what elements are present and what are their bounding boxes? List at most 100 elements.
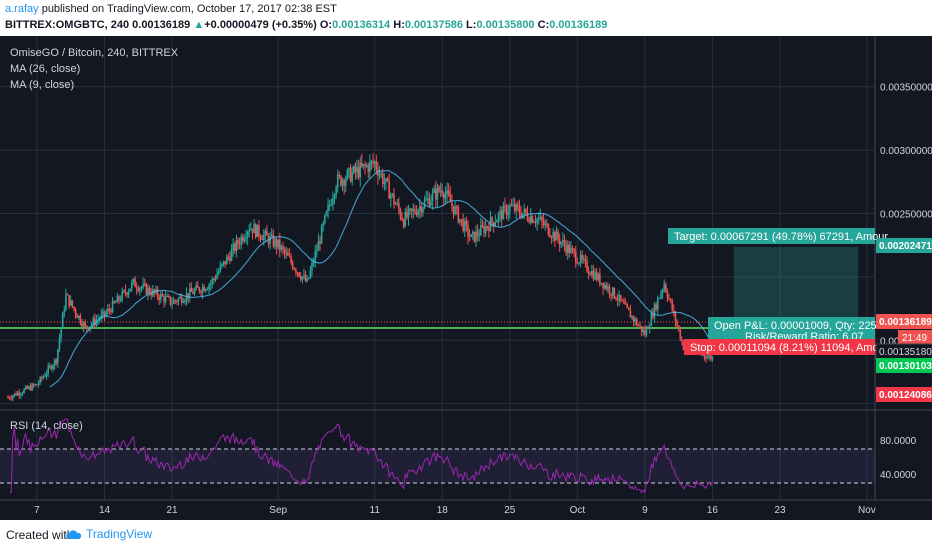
candle-body bbox=[240, 236, 243, 245]
candle-body bbox=[433, 189, 436, 193]
candle-body bbox=[137, 288, 140, 291]
chart-canvas[interactable]: 0.003500000.003000000.002500000.00150000… bbox=[0, 36, 932, 520]
candle-body bbox=[44, 375, 46, 377]
candle-body bbox=[681, 339, 683, 342]
candle-body bbox=[568, 244, 571, 254]
candle-body bbox=[171, 303, 173, 305]
grid-lines bbox=[0, 36, 875, 500]
candle-body bbox=[190, 288, 193, 292]
green-price-text: 0.00130103 bbox=[879, 361, 932, 372]
candle-body bbox=[127, 291, 130, 295]
candle-body bbox=[53, 359, 56, 366]
candle-body bbox=[613, 287, 616, 298]
candle-body bbox=[132, 278, 135, 283]
candle-body bbox=[362, 164, 365, 167]
candle-body bbox=[37, 383, 40, 385]
created-with-text: Created with bbox=[6, 528, 74, 542]
candle-body bbox=[314, 251, 316, 263]
candle-body bbox=[214, 278, 217, 280]
candle-body bbox=[131, 282, 133, 289]
candle-body bbox=[221, 263, 223, 266]
candle-body bbox=[7, 397, 9, 399]
candle-body bbox=[645, 327, 648, 336]
candle-body bbox=[301, 276, 304, 280]
candle-body bbox=[562, 240, 564, 243]
candle-body bbox=[420, 206, 423, 213]
ma9-legend[interactable]: MA (9, close) bbox=[10, 79, 74, 91]
candle-body bbox=[262, 234, 265, 241]
candle-body bbox=[161, 294, 164, 297]
target-zone[interactable] bbox=[734, 247, 858, 320]
candle-body bbox=[407, 208, 410, 218]
candle-body bbox=[343, 180, 345, 186]
candle-body bbox=[512, 204, 514, 206]
candle-body bbox=[520, 213, 522, 218]
stop-price-badge bbox=[876, 387, 932, 402]
candle-body bbox=[410, 208, 413, 211]
candle-body bbox=[344, 179, 347, 186]
candle-body bbox=[611, 287, 614, 296]
candle-body bbox=[708, 355, 711, 357]
candle-body bbox=[505, 206, 508, 215]
author-link[interactable]: a.rafay bbox=[5, 3, 39, 15]
tradingview-logo[interactable]: TradingView bbox=[66, 527, 152, 541]
candle-body bbox=[430, 201, 432, 206]
ma26-legend[interactable]: MA (26, close) bbox=[10, 63, 80, 75]
y-tick-label: 0.00250000 bbox=[880, 209, 932, 220]
rsi-legend[interactable]: RSI (14, close) bbox=[10, 420, 83, 432]
candle-body bbox=[229, 257, 231, 261]
candle-body bbox=[237, 239, 239, 244]
candle-body bbox=[209, 283, 212, 285]
candle-body bbox=[500, 210, 503, 220]
candle-body bbox=[224, 261, 226, 265]
candle-body bbox=[340, 176, 342, 186]
candle-body bbox=[108, 308, 111, 311]
candle-body bbox=[656, 298, 659, 310]
candle-body bbox=[192, 291, 194, 294]
candle-body bbox=[296, 272, 299, 274]
stop-label-box bbox=[684, 339, 875, 355]
countdown-badge bbox=[898, 330, 932, 344]
candle-body bbox=[412, 209, 415, 211]
candle-body bbox=[571, 248, 574, 250]
candle-body bbox=[163, 296, 165, 303]
candle-body bbox=[517, 204, 519, 207]
candle-body bbox=[632, 316, 635, 322]
candle-body bbox=[320, 226, 323, 244]
candle-body bbox=[529, 215, 532, 223]
candle-body bbox=[393, 193, 395, 204]
rsi-tick-40: 40.0000 bbox=[880, 470, 917, 481]
candle-body bbox=[650, 313, 653, 326]
candle-body bbox=[227, 256, 230, 258]
candle-body bbox=[89, 326, 91, 330]
high-label: H: bbox=[393, 19, 405, 31]
candle-body bbox=[121, 291, 123, 301]
candle-body bbox=[235, 239, 238, 252]
candle-body bbox=[459, 218, 461, 223]
candle-body bbox=[640, 326, 643, 332]
candle-body bbox=[383, 182, 386, 184]
candle-body bbox=[114, 302, 117, 304]
target-label: Target: 0.00067291 (49.78%) 67291, Amour bbox=[674, 231, 888, 243]
candle-body bbox=[444, 194, 447, 199]
candle-body bbox=[28, 386, 30, 389]
y-tick-label: 0.00300000 bbox=[880, 146, 932, 157]
candle-body bbox=[79, 315, 82, 324]
candle-body bbox=[177, 298, 180, 302]
low-value: 0.00135800 bbox=[476, 19, 535, 31]
candle-body bbox=[369, 161, 371, 172]
candle-body bbox=[205, 289, 207, 291]
candle-body bbox=[201, 286, 204, 293]
candle-body bbox=[328, 204, 331, 206]
candle-body bbox=[124, 290, 127, 293]
candle-body bbox=[599, 273, 601, 284]
candle-body bbox=[600, 282, 603, 284]
candle-body bbox=[537, 218, 540, 220]
candle-body bbox=[616, 299, 619, 301]
candle-body bbox=[592, 270, 595, 280]
candle-body bbox=[463, 221, 466, 231]
candle-body bbox=[256, 224, 259, 237]
candle-body bbox=[565, 245, 567, 253]
candle-body bbox=[710, 355, 712, 360]
candle-body bbox=[243, 238, 246, 242]
